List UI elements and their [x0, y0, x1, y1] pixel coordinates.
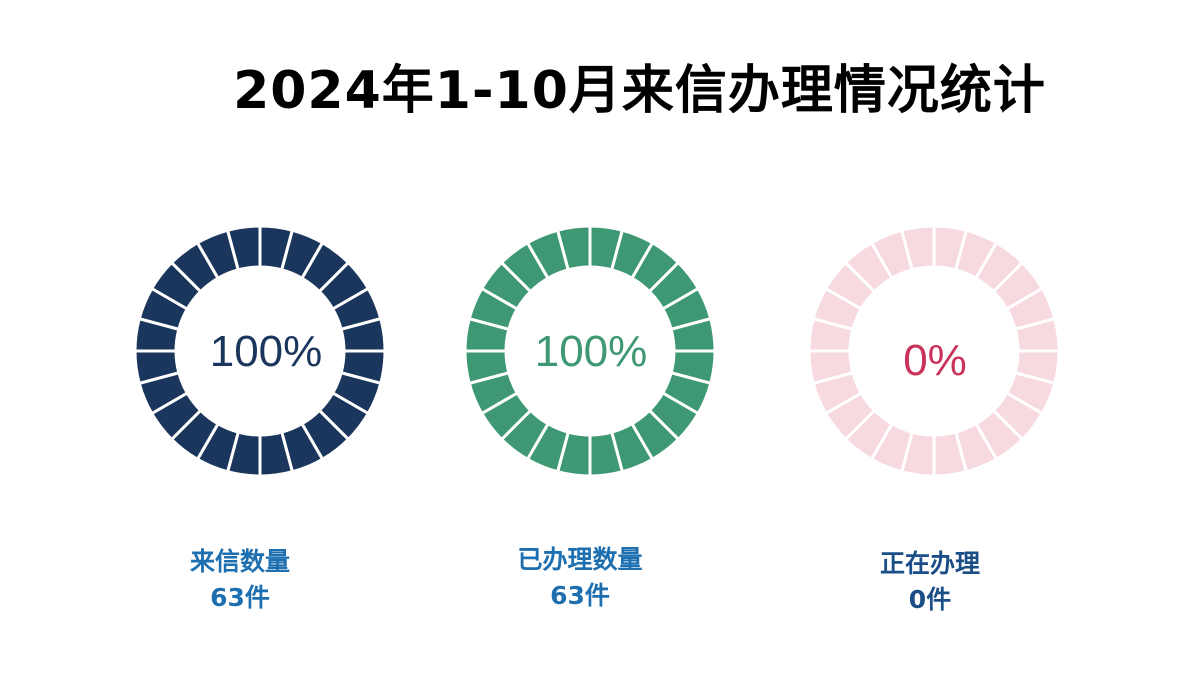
caption-count: 63件	[210, 583, 270, 612]
percent-label-letters-received: 100%	[209, 327, 323, 376]
caption-label: 已办理数量	[517, 545, 643, 574]
caption-label: 来信数量	[189, 547, 290, 576]
page-title: 2024年1-10月来信办理情况统计	[233, 61, 1046, 121]
donut-segment	[555, 224, 592, 272]
donut-chart-processed	[463, 224, 717, 478]
caption-label: 正在办理	[879, 549, 980, 578]
caption-count: 0件	[908, 585, 952, 614]
donut-segment	[899, 224, 936, 272]
donut-chart-letters-received	[133, 224, 387, 478]
caption-letters-received: 来信数量 63件	[130, 544, 350, 616]
caption-in-progress: 正在办理 0件	[820, 546, 1040, 618]
percent-label-in-progress: 0%	[903, 336, 967, 385]
caption-count: 63件	[550, 581, 610, 610]
caption-processed: 已办理数量 63件	[470, 542, 690, 614]
donut-segment	[225, 224, 262, 272]
percent-label-processed: 100%	[534, 327, 648, 376]
donut-chart-in-progress	[807, 224, 1061, 478]
